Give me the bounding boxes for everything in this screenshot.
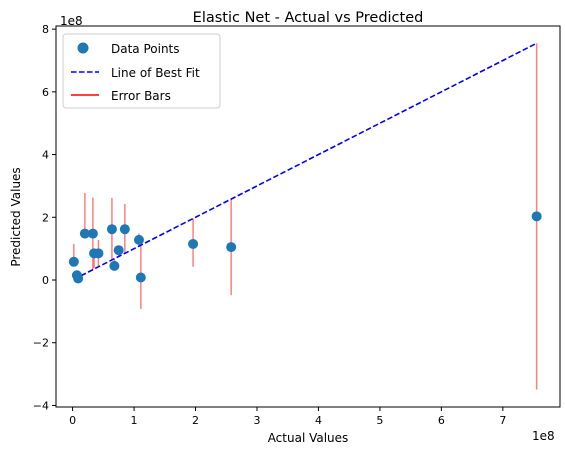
data-point [87,228,98,239]
legend-box [62,33,221,109]
data-point [73,273,84,284]
legend-label-line-of-best-fit: Line of Best Fit [111,66,200,80]
fit-line [73,42,538,281]
y-offset-label: 1e8 [60,14,83,28]
data-points [68,211,542,284]
legend-label-error-bars: Error Bars [111,89,171,103]
y-tick-label: 4 [42,149,49,162]
legend-label-data-points: Data Points [111,42,180,56]
x-tick-label: 5 [376,414,383,427]
legend-marker-data-points [77,42,89,54]
data-point [119,224,130,235]
line-of-best-fit [73,42,538,281]
axis-ticks: 0 1 2 3 4 5 6 7 −4 −2 0 2 4 6 8 [33,23,507,427]
data-point [109,260,120,271]
x-tick-label: 3 [253,414,260,427]
data-point [68,256,79,267]
data-point [133,234,144,245]
x-tick-label: 7 [499,414,506,427]
data-point [79,228,90,239]
x-tick-label: 1 [131,414,138,427]
y-tick-label: −4 [33,399,49,412]
y-tick-label: 6 [42,86,49,99]
data-point [106,224,117,235]
data-point [93,248,104,259]
x-axis-label: Actual Values [268,431,349,445]
chart-title: Elastic Net - Actual vs Predicted [193,10,424,26]
x-tick-label: 4 [315,414,322,427]
y-tick-label: 8 [42,23,49,36]
plot-frame [55,25,561,408]
data-point [531,211,542,222]
y-tick-label: 2 [42,211,49,224]
legend: Data Points Line of Best Fit Error Bars [62,33,221,109]
y-tick-label: 0 [42,274,49,287]
data-point [226,242,237,253]
x-tick-label: 0 [69,414,76,427]
x-offset-label: 1e8 [532,429,555,443]
data-point [135,272,146,283]
y-axis-label: Predicted Values [9,167,23,266]
x-tick-label: 6 [438,414,445,427]
x-tick-label: 2 [192,414,199,427]
data-point [188,238,199,249]
data-point [113,245,124,256]
y-tick-label: −2 [33,337,49,350]
